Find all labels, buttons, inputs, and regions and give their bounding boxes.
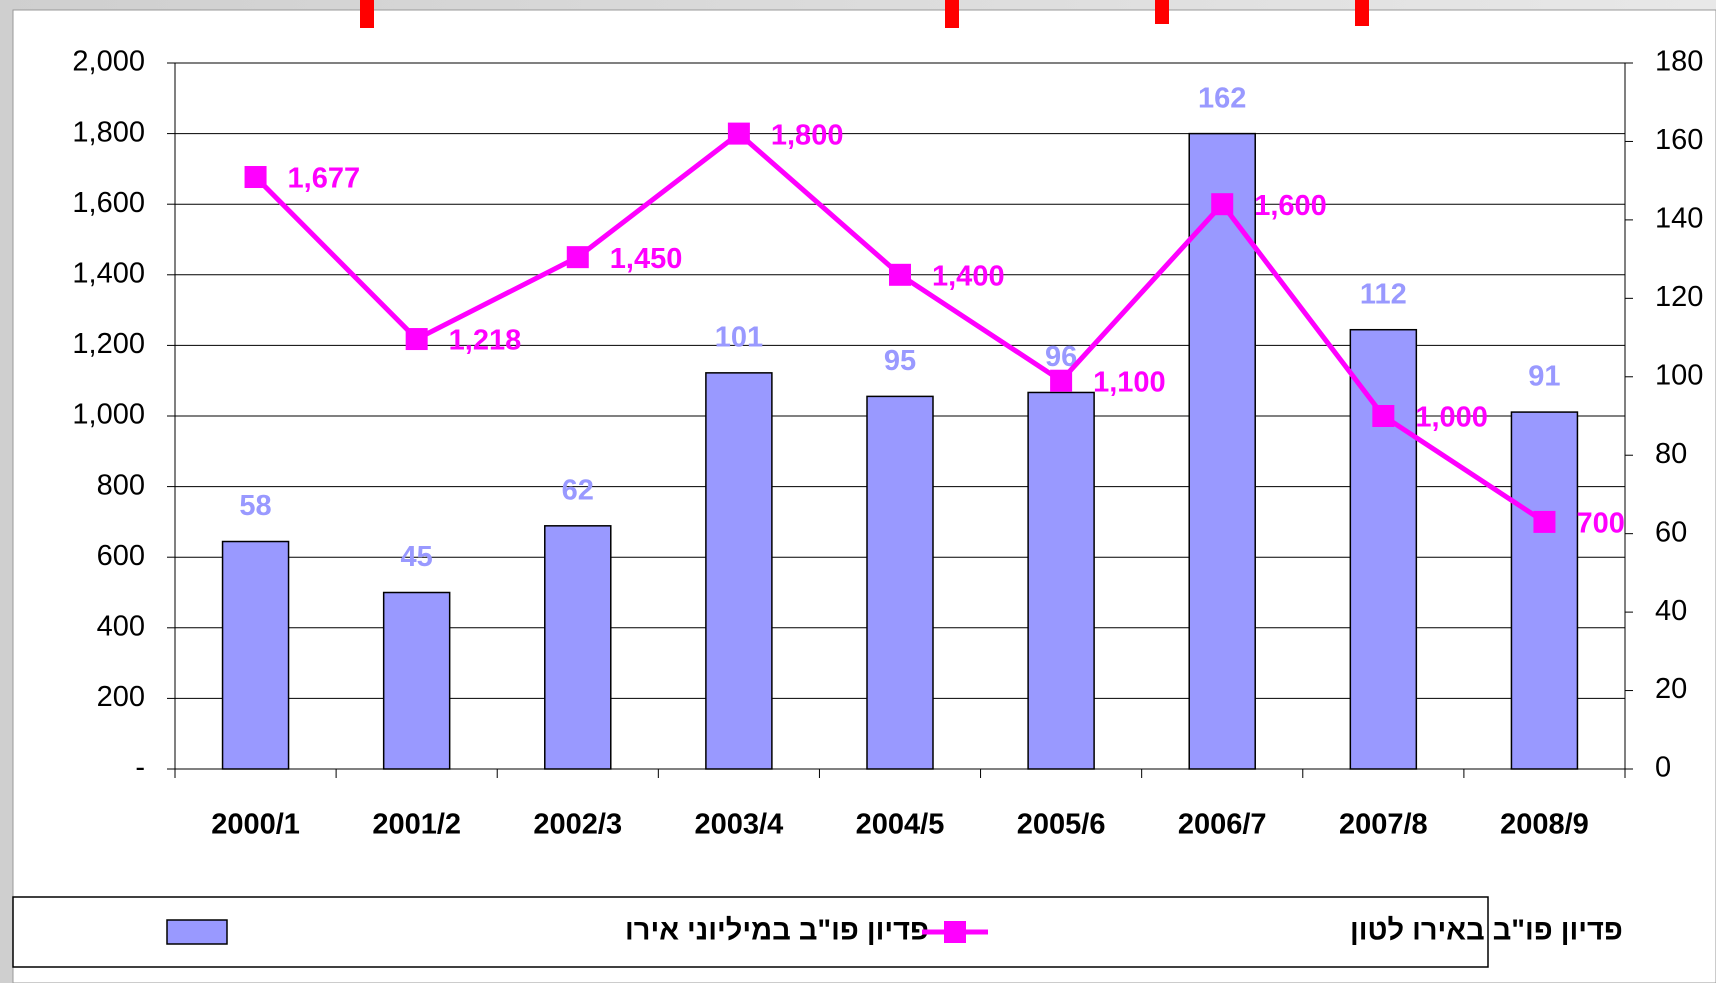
y-tick-label: 1,000 <box>72 399 145 431</box>
y2-tick-label: 100 <box>1655 359 1703 391</box>
bar <box>544 525 612 770</box>
line-value-label: 1,450 <box>610 243 683 275</box>
y2-tick-label: 0 <box>1655 752 1671 784</box>
bar <box>1510 411 1579 770</box>
line-marker <box>889 263 911 286</box>
x-tick-label: 2000/1 <box>211 809 300 841</box>
chart-area <box>12 9 1716 983</box>
y-tick-label: - <box>135 752 145 784</box>
bar <box>1349 328 1418 770</box>
cropped-title <box>360 0 1369 28</box>
y2-tick-label: 40 <box>1655 595 1687 627</box>
y2-tick-label: 80 <box>1655 438 1687 470</box>
bar <box>1027 391 1095 770</box>
x-tick-label: 2006/7 <box>1178 809 1267 841</box>
legend-label: פדיון פו"ב באירו לטון <box>1350 915 1623 947</box>
legend-swatch <box>166 919 228 945</box>
y-tick-label: 2,000 <box>72 46 145 78</box>
x-tick-label: 2001/2 <box>372 809 461 841</box>
bar <box>866 395 934 770</box>
y-tick-label: 800 <box>97 469 145 501</box>
x-tick-label: 2007/8 <box>1339 809 1428 841</box>
bar-value-label: 101 <box>715 322 763 354</box>
y2-tick-label: 180 <box>1655 46 1703 78</box>
line-marker <box>405 328 428 351</box>
line-marker <box>1050 369 1073 392</box>
y2-tick-label: 140 <box>1655 203 1703 235</box>
line-value-label: 1,100 <box>1093 366 1166 398</box>
line-marker <box>566 246 589 269</box>
y2-tick-label: 160 <box>1655 124 1703 156</box>
bar <box>705 372 773 770</box>
legend-box <box>12 896 1489 968</box>
line-marker <box>244 166 267 189</box>
bar-value-label: 91 <box>1528 361 1560 393</box>
line-value-label: 1,400 <box>932 260 1005 292</box>
bar <box>382 591 451 770</box>
bar-value-label: 45 <box>401 541 433 573</box>
bar-value-label: 62 <box>562 474 594 506</box>
y-tick-label: 600 <box>97 540 145 572</box>
line-marker <box>727 122 750 145</box>
bar <box>1188 132 1256 770</box>
bar-value-label: 112 <box>1360 278 1407 310</box>
line-value-label: 700 <box>1576 508 1624 540</box>
bar-value-label: 95 <box>884 345 916 377</box>
bar-value-label: 162 <box>1198 82 1246 114</box>
legend-label: פדיון פו"ב במיליוני אירו <box>625 915 929 947</box>
y-tick-label: 1,800 <box>72 116 145 148</box>
line-value-label: 1,677 <box>288 163 361 195</box>
y-tick-label: 400 <box>97 610 145 642</box>
y-tick-label: 1,400 <box>72 257 145 289</box>
x-tick-label: 2003/4 <box>695 809 784 841</box>
bar-value-label: 58 <box>239 490 271 522</box>
y-tick-label: 1,200 <box>72 328 145 360</box>
line-value-label: 1,000 <box>1415 402 1488 434</box>
y-tick-label: 200 <box>97 681 145 713</box>
x-tick-label: 2008/9 <box>1500 809 1589 841</box>
x-tick-label: 2005/6 <box>1017 809 1106 841</box>
bar <box>221 540 290 770</box>
line-value-label: 1,218 <box>449 325 522 357</box>
x-tick-label: 2004/5 <box>856 809 945 841</box>
line-value-label: 1,600 <box>1254 190 1327 222</box>
line-marker <box>1211 193 1234 216</box>
y2-tick-label: 20 <box>1655 673 1687 705</box>
y-tick-label: 1,600 <box>72 187 145 219</box>
line-marker <box>1372 405 1395 427</box>
legend-marker <box>944 921 966 943</box>
line-marker <box>1533 510 1556 533</box>
x-tick-label: 2002/3 <box>533 809 622 841</box>
y2-tick-label: 60 <box>1655 516 1687 548</box>
line-value-label: 1,800 <box>771 119 844 151</box>
y2-tick-label: 120 <box>1655 281 1703 313</box>
